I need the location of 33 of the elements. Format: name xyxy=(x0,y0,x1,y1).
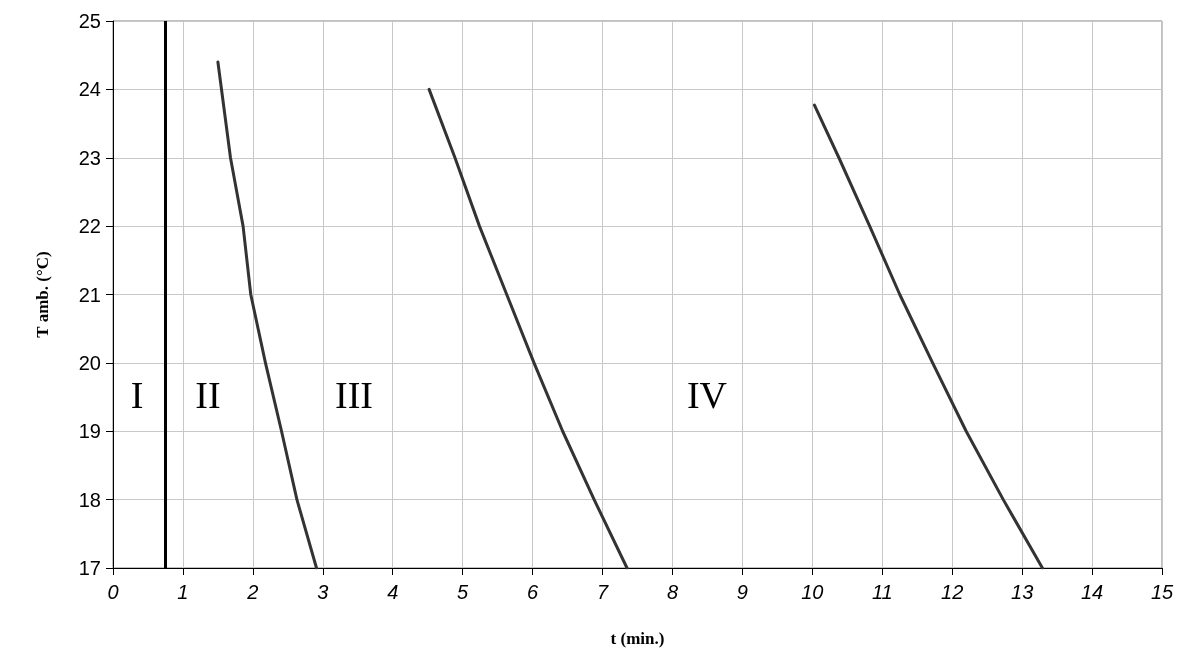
y-tick-label: 18 xyxy=(78,488,101,511)
x-tick-label: 4 xyxy=(387,581,399,603)
x-tick-label: 3 xyxy=(317,581,329,603)
x-axis-title: t (min.) xyxy=(610,629,665,648)
x-tick-label: 9 xyxy=(736,581,748,603)
y-tick-label: 24 xyxy=(78,78,101,101)
line-series xyxy=(812,103,1044,570)
x-tick-label: 6 xyxy=(527,581,540,603)
x-tick-label: 7 xyxy=(596,581,609,603)
x-tick-label: 10 xyxy=(801,581,824,603)
x-tick-label: 11 xyxy=(871,581,893,603)
x-tick-label: 15 xyxy=(1150,581,1174,603)
y-tick-label: 22 xyxy=(78,215,101,238)
x-tick-label: 1 xyxy=(177,581,189,603)
y-tick-label: 19 xyxy=(78,420,101,443)
annotation: IV xyxy=(686,374,728,416)
x-tick-label: 12 xyxy=(941,581,964,603)
x-tick-label: 0 xyxy=(107,581,119,603)
line-series xyxy=(427,87,629,570)
y-tick-label: 23 xyxy=(78,146,101,169)
x-tick-label: 8 xyxy=(666,581,679,603)
x-tick-label: 2 xyxy=(246,581,259,603)
y-tick-label: 25 xyxy=(78,10,101,32)
x-tick-label: 14 xyxy=(1080,581,1104,603)
x-tick-label: 13 xyxy=(1011,581,1034,603)
y-tick-label: 20 xyxy=(78,351,101,374)
y-axis-title: T amb. (°C) xyxy=(33,251,52,338)
annotation: I xyxy=(130,374,144,416)
y-tick-label: 17 xyxy=(78,557,101,579)
y-tick-label: 21 xyxy=(78,283,101,306)
x-tick-label: 5 xyxy=(457,581,470,603)
annotation: III xyxy=(335,374,373,416)
annotation: II xyxy=(195,374,221,416)
